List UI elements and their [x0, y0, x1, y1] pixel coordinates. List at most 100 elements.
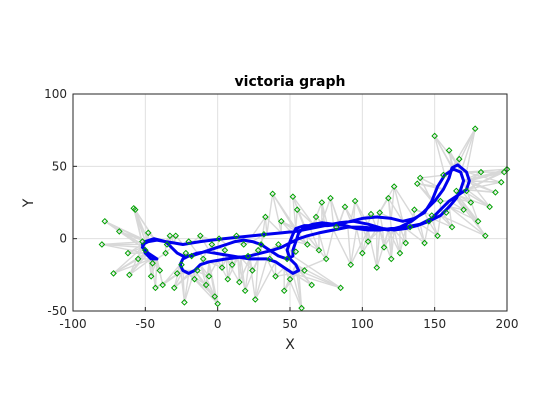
landmark-point	[308, 281, 316, 289]
constraint-edge	[468, 180, 491, 208]
trajectory-series	[140, 163, 471, 275]
landmark-point	[172, 232, 180, 240]
constraint-edge	[387, 198, 392, 229]
landmark-point	[156, 267, 164, 274]
constraint-edge	[329, 197, 340, 225]
landmark-point	[233, 232, 240, 240]
constraint-edge	[332, 229, 352, 266]
constraint-edge	[150, 258, 157, 288]
landmark-point	[497, 178, 505, 186]
landmark-point	[260, 231, 268, 238]
landmark-point	[202, 281, 210, 289]
landmark-point	[249, 267, 256, 274]
landmark-point	[315, 246, 323, 254]
landmark-point	[262, 213, 269, 221]
landmark-point	[134, 255, 142, 263]
constraint-edge	[244, 258, 251, 291]
landmark-point	[428, 212, 436, 219]
landmark-point	[159, 281, 167, 289]
constraint-edge	[248, 258, 256, 300]
landmark-point	[481, 232, 489, 240]
constraint-edge	[448, 206, 486, 237]
x-tick-label: 50	[282, 317, 297, 331]
constraint-edge	[296, 209, 314, 225]
landmark-point	[228, 261, 236, 269]
constraint-edge	[118, 230, 143, 248]
constraint-edge	[419, 177, 444, 191]
constraint-edge	[225, 258, 240, 283]
constraint-edge	[199, 235, 210, 251]
x-tick-label: 100	[351, 317, 374, 331]
constraint-edge	[134, 209, 155, 240]
landmark-point	[170, 284, 178, 292]
constraint-edge	[367, 229, 378, 268]
constraint-edge	[463, 168, 508, 182]
constraint-edge	[465, 128, 476, 173]
landmark-point	[351, 197, 359, 205]
landmark-point	[266, 255, 274, 263]
constraint-edge	[350, 228, 358, 265]
landmark-point	[182, 249, 190, 257]
constraint-edge	[295, 209, 298, 229]
constraint-edge	[292, 196, 297, 229]
landmark-point	[406, 223, 414, 231]
constraint-edge	[292, 272, 341, 289]
landmark-point	[98, 241, 106, 248]
landmark-point	[413, 180, 421, 188]
x-tick-label: 200	[496, 317, 519, 331]
landmark-point	[283, 255, 291, 263]
constraint-edge	[260, 216, 267, 245]
landmark-point	[453, 187, 460, 195]
constraint-edge	[387, 229, 401, 254]
constraint-edge	[393, 229, 407, 244]
constraint-edge	[194, 269, 210, 277]
landmark-point	[463, 187, 470, 195]
landmark-point	[221, 246, 229, 254]
constraint-edge	[306, 235, 327, 260]
landmark-point	[110, 270, 117, 277]
y-tick-label: 0	[59, 232, 67, 246]
landmark-point	[376, 209, 384, 216]
landmark-point	[301, 267, 308, 274]
landmark-point	[486, 203, 493, 211]
landmark-point	[425, 217, 433, 225]
landmark-point	[199, 255, 207, 263]
landmark-point	[163, 241, 171, 248]
landmark-point	[448, 223, 456, 231]
constraint-edge	[451, 128, 476, 169]
landmark-point	[337, 284, 344, 292]
constraint-edge	[448, 206, 453, 228]
y-tick-label: 100	[44, 87, 67, 101]
constraint-edge	[393, 229, 401, 254]
landmark-point	[373, 264, 381, 271]
landmark-point	[471, 125, 479, 133]
landmark-point	[467, 199, 475, 206]
landmark-point	[492, 189, 499, 196]
landmark-point	[292, 248, 300, 255]
constraint-edge	[387, 197, 404, 222]
constraint-edge	[283, 267, 303, 309]
constraint-edge	[325, 229, 335, 260]
constraint-edge	[237, 257, 246, 291]
landmark-point	[162, 249, 169, 257]
landmark-point	[380, 244, 388, 251]
constraint-edge	[433, 135, 446, 176]
constraint-edge	[466, 168, 508, 173]
constraint-edge	[393, 186, 416, 219]
landmark-point	[442, 209, 450, 216]
landmark-point	[211, 293, 219, 300]
landmark-point	[173, 270, 181, 277]
constraint-edge	[355, 228, 364, 254]
y-axis-label: Y	[21, 198, 37, 208]
landmark-point	[437, 197, 444, 205]
landmark-point	[455, 155, 463, 163]
constraint-edge	[321, 197, 332, 223]
constraint-edge	[292, 255, 342, 289]
landmark-point	[185, 238, 193, 245]
landmark-point	[477, 168, 485, 176]
constraint-edge	[434, 135, 455, 170]
constraint-edge	[271, 193, 283, 234]
landmark-point	[257, 241, 265, 248]
landmark-point	[280, 287, 288, 295]
